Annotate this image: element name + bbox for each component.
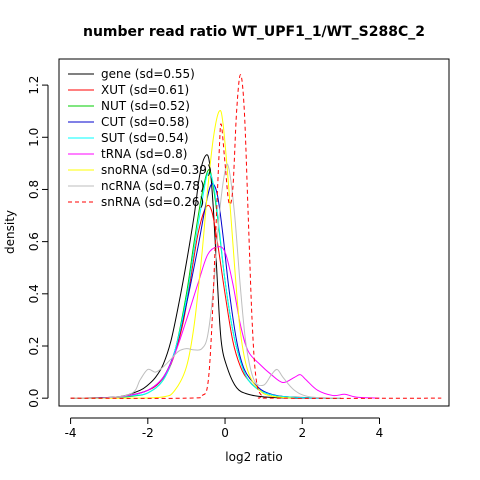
series-line-0 [70, 154, 341, 399]
legend-label-7: ncRNA (sd=0.78) [101, 179, 205, 193]
legend-label-4: SUT (sd=0.54) [101, 131, 189, 145]
legend-label-6: snoRNA (sd=0.39) [101, 163, 212, 177]
y-axis: 0.0 0.2 0.4 0.6 0.8 1.0 1.2 [27, 76, 49, 408]
plot-area-frame [58, 58, 450, 407]
legend-label-1: XUT (sd=0.61) [101, 83, 189, 97]
legend-label-8: snRNA (sd=0.26) [101, 195, 204, 209]
series-line-6 [70, 109, 295, 399]
x-tick-label: 4 [376, 426, 384, 440]
x-tick-label: -4 [65, 426, 77, 440]
x-axis: -4 -2 0 2 4 [65, 417, 384, 440]
legend-label-0: gene (sd=0.55) [101, 67, 195, 81]
chart-title: number read ratio WT_UPF1_1/WT_S288C_2 [83, 24, 425, 40]
x-tick-label: 2 [298, 426, 306, 440]
series-line-7 [70, 163, 341, 399]
y-tick-label: 1.2 [27, 76, 41, 95]
y-axis-label: density [3, 210, 17, 254]
y-tick-label: 0.0 [27, 389, 41, 408]
legend-label-3: CUT (sd=0.58) [101, 115, 189, 129]
y-tick-label: 0.2 [27, 336, 41, 355]
legend-label-2: NUT (sd=0.52) [101, 99, 190, 113]
y-tick-label: 1.0 [27, 128, 41, 147]
legend-label-5: tRNA (sd=0.8) [101, 147, 187, 161]
x-axis-label: log2 ratio [225, 450, 282, 464]
x-tick-label: 0 [221, 426, 229, 440]
y-tick-label: 0.8 [27, 180, 41, 199]
y-tick-label: 0.6 [27, 232, 41, 251]
series-line-5 [70, 246, 380, 399]
x-tick-label: -2 [142, 426, 154, 440]
series-line-8 [70, 74, 442, 399]
series-lines [70, 74, 442, 399]
y-tick-label: 0.4 [27, 284, 41, 303]
legend: gene (sd=0.55) XUT (sd=0.61) NUT (sd=0.52)… [68, 67, 212, 209]
